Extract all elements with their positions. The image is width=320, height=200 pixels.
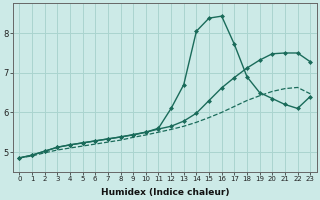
X-axis label: Humidex (Indice chaleur): Humidex (Indice chaleur): [100, 188, 229, 197]
